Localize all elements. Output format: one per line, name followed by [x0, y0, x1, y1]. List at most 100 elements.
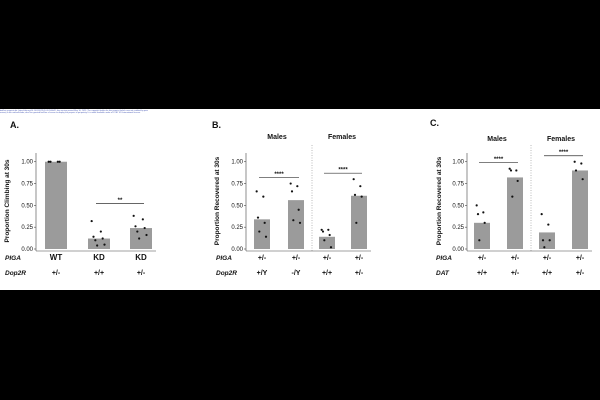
- bar: [254, 219, 270, 249]
- genotype-row-label: Dop2R: [5, 270, 26, 277]
- data-point: [511, 195, 514, 198]
- y-tick-label: 0.50: [21, 203, 33, 209]
- data-point: [138, 237, 141, 240]
- data-point: [580, 162, 583, 165]
- data-point: [508, 167, 511, 170]
- data-point: [292, 219, 295, 222]
- genotype-row-label: PIGA: [436, 255, 452, 262]
- genotype-value: +/-: [355, 270, 364, 277]
- data-point: [476, 212, 480, 216]
- data-point: [99, 230, 102, 233]
- bar: [45, 161, 67, 249]
- genotype-row-label: PIGA: [216, 255, 232, 262]
- data-point: [548, 239, 551, 242]
- data-point: [258, 230, 261, 233]
- genotype-value: +/+: [477, 270, 487, 277]
- significance-label: ****: [338, 168, 348, 174]
- genotype-value: +/-: [511, 270, 520, 277]
- panel-label: B.: [212, 120, 221, 130]
- data-point: [92, 235, 95, 238]
- data-point: [263, 221, 266, 224]
- y-tick-label: 0.50: [231, 203, 243, 209]
- y-axis-label: Proportion Recovered at 30s: [436, 156, 443, 245]
- y-tick-label: 0.25: [231, 225, 243, 231]
- significance-label: **: [118, 198, 123, 204]
- genotype-value: +/-: [323, 255, 332, 262]
- data-point: [360, 195, 363, 198]
- y-tick-label: 0.00: [231, 247, 243, 253]
- genotype-value: +/-: [511, 255, 520, 262]
- data-point: [547, 223, 550, 226]
- data-point: [132, 214, 135, 217]
- bar: [351, 195, 367, 249]
- data-point: [483, 221, 486, 224]
- bar: [539, 232, 555, 249]
- facet-label: Males: [267, 134, 287, 141]
- data-point: [297, 208, 300, 211]
- y-tick-label: 0.50: [452, 203, 464, 209]
- data-point: [478, 239, 481, 242]
- y-axis-label: Proportion Recovered at 30s: [214, 156, 221, 245]
- data-point: [516, 179, 519, 183]
- data-point: [49, 160, 52, 163]
- data-point: [509, 169, 513, 172]
- y-tick-label: 0.25: [452, 225, 464, 231]
- y-tick-label: 1.00: [231, 160, 243, 166]
- bar: [88, 238, 110, 249]
- figure-panels: A. 0.00 0.25 0.50 0.75 1.00 Proportion Climbin…: [4, 118, 592, 277]
- chart-panel-3: C. 0.00 0.25 0.50 0.75 1.00 Proportion Recover…: [430, 118, 592, 277]
- y-tick-label: 1.00: [452, 160, 464, 166]
- data-point: [290, 190, 294, 193]
- significance-label: ****: [274, 172, 284, 178]
- genotype-row-label: PIGA: [5, 255, 21, 262]
- data-point: [255, 190, 258, 193]
- facet-label: Females: [547, 136, 575, 143]
- genotype-value: +/-: [258, 255, 267, 262]
- preprint-header-text: bioRxiv preprint doi: https://doi.org/10…: [0, 110, 149, 115]
- data-point: [515, 169, 518, 172]
- data-point: [296, 185, 299, 188]
- data-point: [482, 211, 485, 214]
- genotype-row-label: Dop2R: [216, 270, 237, 277]
- genotype-value: +/-: [576, 255, 585, 262]
- genotype-value: +/-: [292, 255, 301, 262]
- data-point: [94, 239, 97, 242]
- data-point: [47, 160, 50, 163]
- data-point: [329, 246, 333, 249]
- data-point: [581, 178, 584, 181]
- bar: [319, 236, 335, 249]
- y-axis-label: Proportion Climbing at 30s: [4, 159, 11, 242]
- genotype-value: +/+: [322, 270, 332, 277]
- facet-label: Males: [487, 136, 507, 143]
- data-point: [136, 230, 139, 233]
- data-point: [352, 178, 355, 181]
- data-point: [264, 235, 268, 238]
- data-point: [540, 212, 543, 216]
- data-point: [543, 246, 546, 249]
- chart-panel-2: B. 0.00 0.25 0.50 0.75 1.00 Proportion Recover…: [212, 120, 371, 277]
- data-point: [298, 221, 302, 224]
- data-point: [101, 237, 104, 240]
- facet-label: Females: [328, 134, 356, 141]
- category-label: KD: [93, 253, 105, 262]
- bar: [474, 222, 490, 249]
- data-point: [96, 244, 99, 247]
- bar: [507, 177, 523, 249]
- data-point: [321, 230, 325, 233]
- genotype-value: +/Y: [257, 270, 268, 277]
- data-point: [143, 226, 146, 230]
- genotype-value: +/+: [542, 270, 552, 277]
- panel-label: C.: [430, 118, 439, 128]
- genotype-value: +/-: [576, 270, 585, 277]
- bar: [572, 170, 588, 249]
- figure-canvas: bioRxiv preprint doi: https://doi.org/10…: [0, 109, 600, 290]
- data-point: [134, 225, 137, 228]
- data-point: [320, 228, 323, 231]
- significance-label: ****: [494, 157, 504, 163]
- category-label: KD: [135, 253, 147, 262]
- y-tick-label: 0.75: [452, 182, 464, 188]
- genotype-value: +/-: [137, 270, 146, 277]
- data-point: [58, 160, 61, 163]
- y-tick-label: 0.25: [21, 225, 33, 231]
- genotype-value: +/-: [52, 270, 61, 277]
